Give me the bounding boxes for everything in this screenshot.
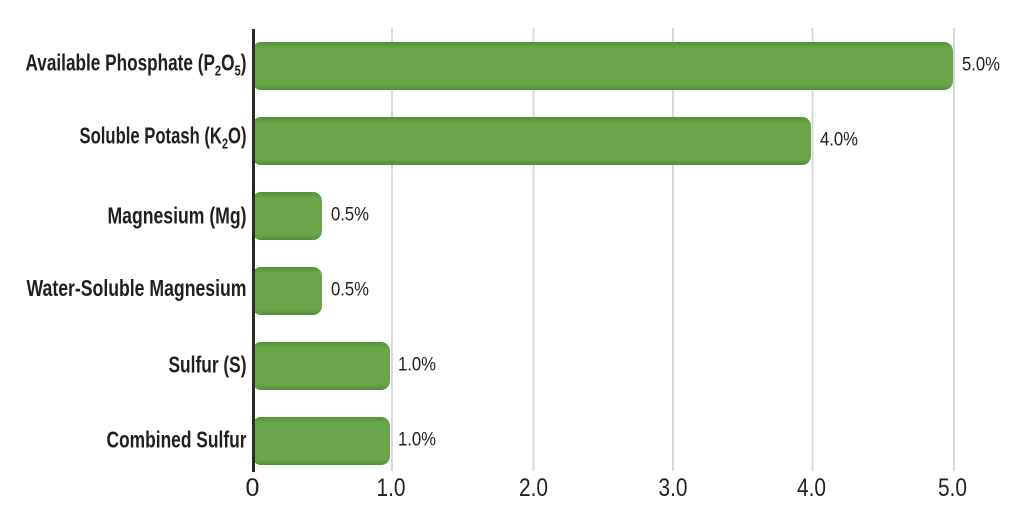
svg-text:Magnesium (Mg): Magnesium (Mg) [108,202,247,228]
svg-text:0.5%: 0.5% [331,204,369,226]
svg-text:Sulfur (S): Sulfur (S) [169,352,247,378]
svg-text:5.0%: 5.0% [962,54,1000,76]
svg-text:Water-Soluble Magnesium: Water-Soluble Magnesium [27,275,247,301]
svg-text:1.0%: 1.0% [398,429,436,451]
svg-text:4.0%: 4.0% [820,129,858,151]
svg-text:5.0: 5.0 [938,474,967,502]
svg-text:0: 0 [246,474,260,502]
svg-text:3.0: 3.0 [659,474,688,502]
svg-text:Combined Sulfur: Combined Sulfur [107,427,247,453]
svg-text:1.0: 1.0 [377,474,406,502]
svg-text:4.0: 4.0 [797,474,826,502]
svg-text:Available Phosphate (P2O5): Available Phosphate (P2O5) [26,50,247,80]
svg-text:0.5%: 0.5% [331,279,369,301]
svg-text:Soluble Potash (K2O): Soluble Potash (K2O) [80,123,247,153]
svg-text:2.0: 2.0 [519,474,548,502]
svg-text:1.0%: 1.0% [398,354,436,376]
